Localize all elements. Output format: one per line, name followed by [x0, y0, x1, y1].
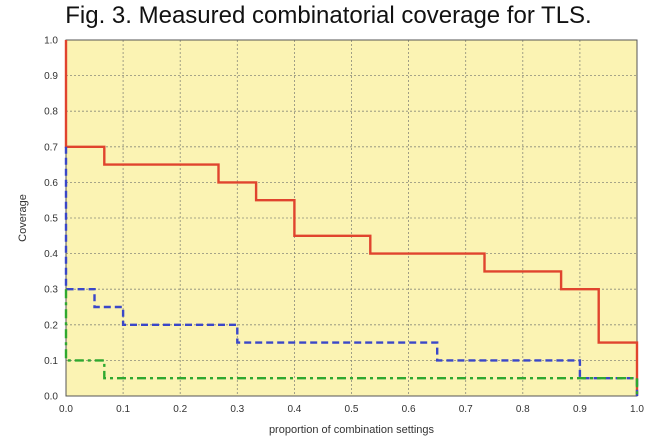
- figure-title: Fig. 3. Measured combinatorial coverage …: [65, 2, 592, 29]
- y-tick-label: 0.8: [44, 107, 58, 118]
- y-tick-label: 0.0: [44, 392, 58, 403]
- series-line-3: [64, 289, 639, 396]
- x-tick-label: 0.8: [516, 404, 530, 415]
- x-tick-label: 0.7: [459, 404, 473, 415]
- y-tick-label: 1.0: [44, 36, 58, 47]
- x-tick-label: 0.1: [116, 404, 130, 415]
- y-tick-label: 0.3: [44, 285, 58, 296]
- x-tick-label: 0.9: [573, 404, 587, 415]
- series-line-1: [64, 40, 639, 396]
- y-tick-label: 0.9: [44, 71, 58, 82]
- y-tick-label: 0.5: [44, 214, 58, 225]
- y-axis-label: Coverage: [17, 194, 29, 242]
- x-tick-label: 1.0: [630, 404, 644, 415]
- y-tick-label: 0.4: [44, 249, 58, 260]
- x-axis-label: proportion of combination settings: [269, 424, 435, 436]
- x-tick-label: 0.2: [173, 404, 187, 415]
- y-tick-label: 0.7: [44, 142, 58, 153]
- series-group: [64, 40, 639, 396]
- x-tick-label: 0.4: [287, 404, 301, 415]
- y-tick-label: 0.6: [44, 178, 58, 189]
- x-tick-label: 0.5: [345, 404, 359, 415]
- y-tick-label: 0.1: [44, 356, 58, 367]
- series-line-2: [64, 146, 639, 396]
- tick-labels: 0.0 0.1 0.2 0.3 0.4 0.5 0.6 0.7 0.8 0.9 1.0 0.0 0.1 0…: [44, 36, 644, 416]
- x-tick-label: 0.6: [402, 404, 416, 415]
- x-tick-label: 0.3: [230, 404, 244, 415]
- x-tick-label: 0.0: [59, 404, 73, 415]
- y-tick-label: 0.2: [44, 320, 58, 331]
